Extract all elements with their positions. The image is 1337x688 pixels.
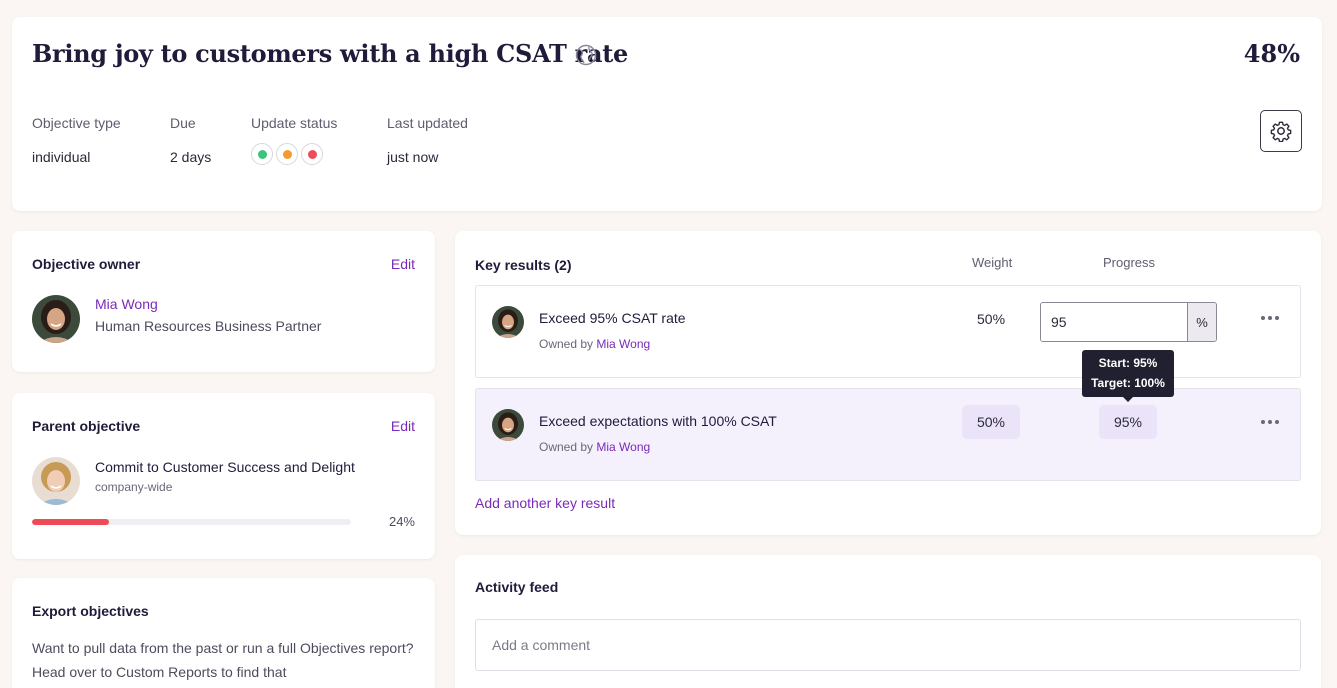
meta-label: Update status [251, 115, 338, 131]
avatar-photo [492, 409, 524, 441]
tooltip-start: Start: 95% [1098, 356, 1158, 370]
meta-value: 2 days [170, 149, 212, 165]
kr-progress-field: % [1040, 302, 1217, 342]
parent-progress-fill [32, 519, 109, 525]
meta-last-updated: Last updated just now [387, 115, 468, 165]
owner-role: Human Resources Business Partner [95, 318, 322, 334]
status-dots [251, 143, 337, 165]
owned-by-label: Owned by [539, 337, 594, 351]
objective-title: Bring joy to customers with a high CSAT … [32, 39, 628, 68]
progress-tooltip: Start: 95% Target: 100% [1082, 350, 1174, 402]
parent-objective-card: Parent objective Edit Commit to Customer… [12, 393, 435, 559]
status-dot-red[interactable] [301, 143, 323, 165]
avatar-photo [492, 306, 524, 338]
kr-owner-avatar [492, 409, 524, 441]
meta-label: Due [170, 115, 196, 131]
add-key-result-link[interactable]: Add another key result [475, 495, 616, 511]
meta-value: individual [32, 149, 91, 165]
globe-icon[interactable] [575, 44, 597, 66]
meta-due: Due 2 days [170, 115, 211, 165]
key-results-card: Key results (2) Weight Progress Exceed 9… [455, 231, 1321, 535]
activity-feed-card: Activity feed [455, 555, 1321, 688]
kr-progress-input[interactable] [1041, 303, 1187, 341]
objective-owner-card: Objective owner Edit Mia Wong Human Reso… [12, 231, 435, 372]
parent-edit-link[interactable]: Edit [390, 418, 415, 434]
progress-column-header: Progress [1103, 255, 1156, 270]
parent-progress-percent: 24% [388, 514, 415, 529]
parent-objective-scope: company-wide [95, 480, 173, 494]
owner-heading: Objective owner [32, 256, 141, 272]
key-result-row[interactable]: Exceed expectations with 100% CSAT Owned… [475, 388, 1301, 481]
parent-avatar [32, 457, 80, 505]
percent-unit: % [1187, 303, 1216, 341]
avatar-photo [32, 457, 80, 505]
export-objectives-card: Export objectives Want to pull data from… [12, 578, 435, 688]
parent-heading: Parent objective [32, 418, 141, 434]
more-options-icon[interactable] [1258, 311, 1282, 325]
kr-owner-link[interactable]: Mia Wong [596, 337, 651, 351]
status-dot-orange[interactable] [276, 143, 298, 165]
export-description: Want to pull data from the past or run a… [32, 640, 414, 680]
meta-label: Objective type [32, 115, 121, 131]
owner-edit-link[interactable]: Edit [390, 256, 415, 272]
kr-owner: Owned by Mia Wong [539, 440, 650, 454]
tooltip-target: Target: 100% [1091, 376, 1165, 390]
meta-label: Last updated [387, 115, 468, 131]
kr-title[interactable]: Exceed expectations with 100% CSAT [539, 413, 777, 429]
more-options-icon[interactable] [1258, 415, 1282, 429]
kr-weight-pill[interactable]: 50% [962, 405, 1020, 439]
meta-update-status: Update status [251, 115, 337, 165]
kr-owner: Owned by Mia Wong [539, 337, 650, 351]
meta-objective-type: Objective type individual [32, 115, 121, 165]
parent-progress-bar [32, 519, 351, 525]
activity-heading: Activity feed [475, 579, 559, 595]
kr-weight: 50% [977, 311, 1006, 327]
status-dot-green[interactable] [251, 143, 273, 165]
avatar-photo [32, 295, 80, 343]
kr-owner-avatar [492, 306, 524, 338]
owner-avatar[interactable] [32, 295, 80, 343]
meta-value: just now [387, 149, 439, 165]
kr-title[interactable]: Exceed 95% CSAT rate [539, 310, 686, 326]
objective-header-card: Bring joy to customers with a high CSAT … [12, 17, 1322, 211]
owned-by-label: Owned by [539, 440, 594, 454]
weight-column-header: Weight [972, 255, 1013, 270]
gear-icon [1270, 121, 1292, 142]
settings-button[interactable] [1260, 110, 1302, 152]
key-results-heading: Key results (2) [475, 257, 572, 273]
comment-input[interactable] [475, 619, 1301, 671]
parent-objective-title[interactable]: Commit to Customer Success and Delight [95, 459, 355, 475]
key-result-row[interactable]: Exceed 95% CSAT rate Owned by Mia Wong 5… [475, 285, 1301, 378]
kr-owner-link[interactable]: Mia Wong [596, 440, 651, 454]
kr-progress-pill[interactable]: 95% [1099, 405, 1157, 439]
objective-progress: 48% [1243, 39, 1300, 68]
export-heading: Export objectives [32, 603, 149, 619]
owner-name-link[interactable]: Mia Wong [95, 296, 158, 312]
